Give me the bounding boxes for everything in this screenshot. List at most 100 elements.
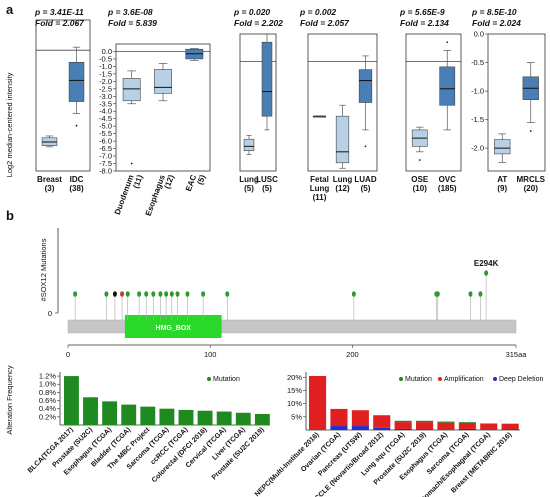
freq-right-bar-deep_deletion xyxy=(437,429,455,430)
box-esoph xyxy=(122,78,141,102)
freq-left-bar xyxy=(140,406,156,425)
y-tick-label-esoph: -6.0 xyxy=(99,137,112,146)
category-n-luad: (12) xyxy=(335,184,350,193)
box-lung xyxy=(243,138,255,152)
box-ovarian xyxy=(439,66,456,106)
freq-right-bar-amplification xyxy=(501,423,519,430)
outlier-sarcoma xyxy=(529,130,532,132)
freq-right-y-tick-label: 15% xyxy=(287,386,302,395)
y-tick-label-esoph: -4.0 xyxy=(99,107,112,116)
stat-p-breast: p = 3.41E-11 xyxy=(34,7,84,17)
freq-left-bar xyxy=(254,413,270,425)
freq-right-bar-mutation xyxy=(394,420,412,423)
stat-fold-ovarian: Fold = 2.134 xyxy=(400,18,449,28)
outlier-breast xyxy=(75,124,78,127)
y-tick-label-esoph: -2.5 xyxy=(99,84,112,93)
freq-right-legend-dot xyxy=(399,377,403,381)
mutation-marker xyxy=(351,291,356,297)
freq-left-bar xyxy=(235,412,251,425)
y-tick-label-sarcoma: -2.0 xyxy=(471,144,484,153)
freq-right-y-tick-label: 10% xyxy=(287,399,302,408)
y-tick-label-esoph: -6.5 xyxy=(99,144,112,153)
mutation-marker xyxy=(151,291,156,297)
y-tick-label-esoph: -7.5 xyxy=(99,159,112,168)
category-n-esoph: (12) xyxy=(163,173,176,190)
stat-p-esoph: p = 3.6E-08 xyxy=(107,7,153,17)
freq-right-bar-deep_deletion xyxy=(373,427,391,430)
freq-left-legend-label: Mutation xyxy=(213,376,240,383)
freq-right-bar-amplification xyxy=(309,375,327,430)
mutation-marker xyxy=(225,291,230,297)
category-n-esoph: (5) xyxy=(195,173,207,186)
box-luad xyxy=(335,115,350,164)
stat-p-lung: p = 0.020 xyxy=(233,7,270,17)
category-label-ovarian: OVC xyxy=(439,175,457,184)
freq-right-bar-deep_deletion xyxy=(416,429,434,430)
category-n-lung: (5) xyxy=(262,184,272,193)
box-esoph xyxy=(154,69,172,94)
freq-left-y-tick-label: 1.0% xyxy=(39,380,56,389)
category-n-ovarian: (185) xyxy=(438,184,457,193)
plot-frame-breast xyxy=(35,19,91,172)
category-n-breast: (38) xyxy=(69,184,84,193)
category-n-breast: (3) xyxy=(45,184,55,193)
stat-fold-luad: Fold = 2.057 xyxy=(300,18,350,28)
category-label-lung: LUSC xyxy=(256,175,278,184)
category-label-sarcoma: MRCLS xyxy=(517,175,546,184)
category-label-breast: IDC xyxy=(70,175,84,184)
freq-left-bar xyxy=(197,410,213,425)
freq-right-bar-amplification xyxy=(394,422,412,429)
plot-frame-luad xyxy=(307,33,378,172)
freq-ylabel: Alteration Frequency xyxy=(5,365,14,434)
freq-right-bar-deep_deletion xyxy=(330,426,348,430)
freq-left-bar xyxy=(121,404,137,425)
freq-left-bar xyxy=(83,397,98,425)
mutation-marker xyxy=(478,291,483,297)
category-n-lung: (5) xyxy=(244,184,254,193)
category-n-luad: (5) xyxy=(361,184,371,193)
mutation-marker xyxy=(175,291,180,297)
plot-frame-sarcoma xyxy=(487,33,546,172)
freq-right-legend-label: Mutation xyxy=(405,376,432,383)
mutation-marker xyxy=(137,291,142,297)
box-luad xyxy=(358,69,373,103)
mutation-marker xyxy=(468,291,473,297)
box-breast xyxy=(68,61,85,102)
category-label-lung: Lung xyxy=(239,175,259,184)
mutation-marker xyxy=(201,291,206,297)
y-tick-label-esoph: -2.0 xyxy=(99,77,112,86)
hmg-box-label: HMG_BOX xyxy=(156,325,192,332)
mutation-marker xyxy=(185,291,190,297)
mutation-marker xyxy=(158,291,163,297)
outlier-esoph xyxy=(130,162,133,165)
freq-left-y-tick-label: 0.8% xyxy=(39,388,56,397)
mutation-marker xyxy=(112,291,117,297)
mutation-marker xyxy=(435,291,440,297)
freq-left-bar xyxy=(216,411,232,425)
freq-right-legend-dot xyxy=(493,377,497,381)
mutation-marker xyxy=(125,291,130,297)
category-label-breast: Breast xyxy=(37,175,62,184)
y-tick-label-sarcoma: -1.0 xyxy=(471,87,484,96)
freq-right-y-tick-label: 20% xyxy=(287,373,302,382)
plot-frame-ovarian xyxy=(405,33,462,172)
freq-right-bar-amplification xyxy=(373,415,391,428)
freq-left-bar xyxy=(159,408,175,425)
lollipop-x-tick-label: 200 xyxy=(346,350,359,359)
highlight-marker xyxy=(484,270,489,276)
mutation-marker xyxy=(169,291,174,297)
stat-p-luad: p = 0.002 xyxy=(299,7,336,17)
freq-right-bar-amplification xyxy=(437,422,455,430)
category-n-luad: (11) xyxy=(313,193,327,202)
y-tick-label-esoph: -3.5 xyxy=(99,99,112,108)
y-tick-label-esoph: -3.0 xyxy=(99,92,112,101)
stat-fold-breast: Fold = 2.067 xyxy=(35,18,85,28)
freq-right-legend-label: Deep Deletion xyxy=(499,376,543,383)
outlier-luad xyxy=(364,145,367,148)
freq-right-bar-mutation xyxy=(437,421,455,423)
freq-right-y-tick-label: 5% xyxy=(291,412,302,421)
highlight-mutation-label: E294K xyxy=(474,259,499,268)
freq-right-legend-label: Amplification xyxy=(444,376,484,383)
panel-a-ylabel: Log2 median-centered intensity xyxy=(5,72,14,177)
